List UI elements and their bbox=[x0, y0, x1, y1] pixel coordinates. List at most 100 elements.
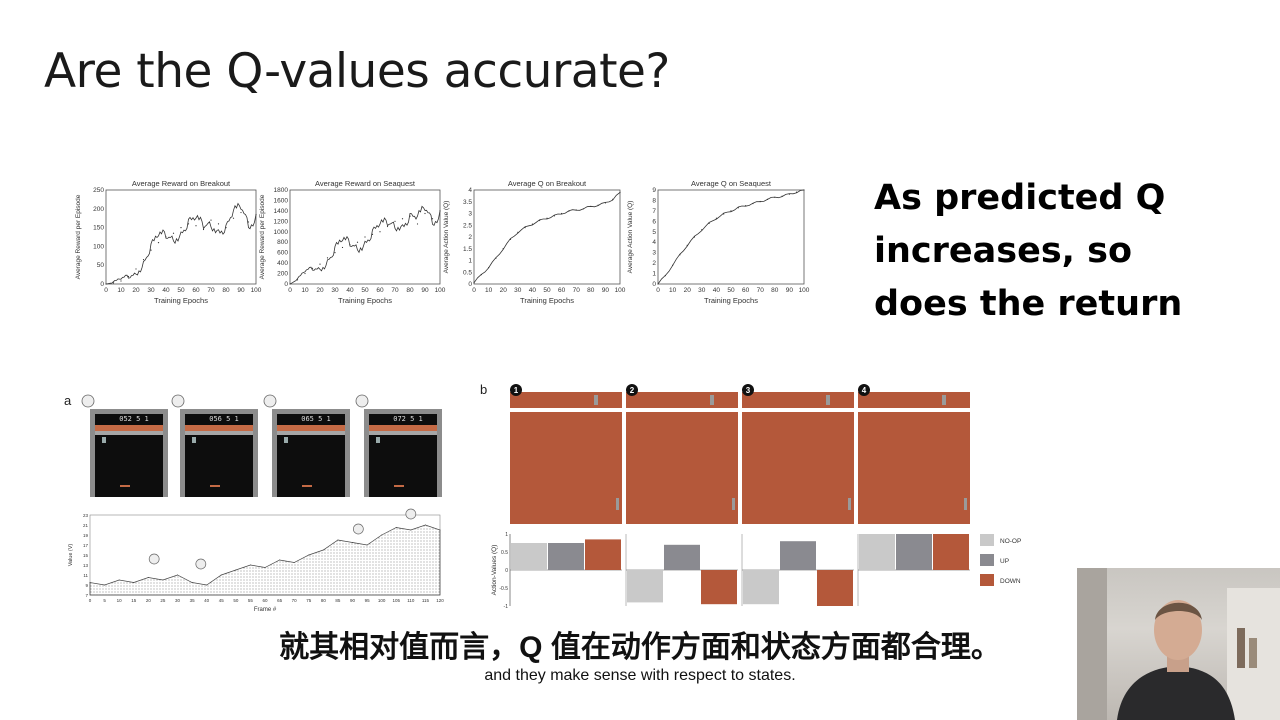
data-point bbox=[723, 213, 725, 215]
bar-no-op bbox=[743, 570, 779, 605]
frame-top bbox=[626, 392, 738, 408]
bar-up bbox=[780, 541, 816, 570]
data-point bbox=[165, 236, 167, 238]
data-point bbox=[386, 225, 389, 228]
y-tick-label: 250 bbox=[93, 187, 104, 194]
data-point bbox=[326, 257, 329, 259]
legend-swatch bbox=[980, 554, 994, 566]
bar-no-op bbox=[511, 543, 547, 570]
chart-value-per-frame: 0 5 10 15 20 25 30 35 40 45 50 55 60 65 70 75 80 85 90 95 10… bbox=[68, 508, 444, 613]
chart-title: Average Reward on Seaquest bbox=[315, 179, 416, 188]
paddle bbox=[616, 498, 619, 510]
x-tick-label: 35 bbox=[190, 598, 196, 603]
x-tick-label: 20 bbox=[132, 287, 140, 294]
data-point bbox=[187, 223, 190, 225]
x-tick-label: 100 bbox=[799, 287, 810, 294]
frame-top bbox=[858, 392, 970, 408]
data-point bbox=[781, 195, 783, 197]
x-tick-label: 80 bbox=[321, 598, 327, 603]
data-point bbox=[488, 266, 490, 269]
data-point bbox=[424, 524, 426, 526]
data-point bbox=[679, 254, 681, 256]
x-tick-label: 20 bbox=[146, 598, 152, 603]
y-tick-label: 1 bbox=[652, 271, 656, 278]
data-point bbox=[439, 529, 441, 531]
data-point bbox=[502, 248, 504, 250]
y-tick-label: 11 bbox=[83, 573, 88, 578]
frame-marker-icon bbox=[171, 394, 185, 408]
y-tick-label: 0 bbox=[505, 568, 508, 574]
frame-number: 3 bbox=[746, 386, 751, 395]
y-tick-label: 3 bbox=[652, 250, 656, 257]
x-tick-label: 70 bbox=[207, 287, 215, 294]
x-tick-label: 90 bbox=[421, 287, 429, 294]
x-tick-label: 50 bbox=[727, 287, 735, 294]
x-tick-label: 0 bbox=[656, 287, 660, 294]
data-point bbox=[296, 279, 299, 281]
frame-number: 1 bbox=[514, 386, 519, 395]
score-digit bbox=[942, 395, 946, 405]
paddle bbox=[732, 498, 735, 510]
score-digit bbox=[594, 395, 598, 405]
y-tick-label: 4 bbox=[652, 239, 656, 246]
data-point bbox=[604, 202, 606, 204]
y-axis-label: Average Action Value (Q) bbox=[627, 201, 634, 274]
y-tick-label: 9 bbox=[85, 583, 88, 588]
data-point bbox=[319, 263, 321, 265]
y-tick-label: 15 bbox=[83, 553, 89, 558]
paddle bbox=[302, 485, 312, 487]
brick-gap bbox=[284, 437, 288, 443]
data-point bbox=[112, 282, 115, 284]
data-point bbox=[473, 282, 475, 284]
legend-swatch bbox=[980, 534, 994, 546]
bar-up bbox=[664, 544, 700, 570]
x-tick-label: 70 bbox=[292, 598, 298, 603]
data-point bbox=[745, 205, 747, 207]
data-point bbox=[439, 210, 441, 212]
data-point bbox=[553, 215, 555, 217]
x-tick-label: 90 bbox=[350, 598, 356, 603]
score-text: 065 5 1 bbox=[301, 415, 331, 423]
data-point bbox=[364, 236, 366, 238]
x-tick-label: 0 bbox=[288, 287, 292, 294]
x-axis-label: Training Epochs bbox=[338, 296, 392, 305]
brick-row bbox=[185, 425, 253, 431]
chart-action-values: 1 0.5 0 -0.5 -1 Action-Values (Q) NO-OP UP DOWN bbox=[491, 532, 1021, 610]
data-point bbox=[509, 238, 512, 240]
x-tick-label: 10 bbox=[669, 287, 677, 294]
frame-screen bbox=[858, 412, 970, 524]
data-point bbox=[235, 569, 237, 571]
data-point bbox=[304, 272, 306, 275]
brick-row-2 bbox=[95, 431, 163, 435]
x-tick-label: 105 bbox=[392, 598, 400, 603]
y-tick-label: 400 bbox=[277, 260, 288, 267]
data-point bbox=[210, 219, 212, 221]
y-tick-label: 5 bbox=[652, 229, 656, 236]
x-tick-label: 100 bbox=[435, 287, 446, 294]
data-point bbox=[737, 207, 739, 209]
x-tick-label: 60 bbox=[192, 287, 200, 294]
x-tick-label: 30 bbox=[514, 287, 522, 294]
legend-swatch bbox=[980, 574, 994, 586]
x-tick-label: 0 bbox=[472, 287, 476, 294]
x-tick-label: 100 bbox=[378, 598, 386, 603]
brick-gap bbox=[376, 437, 380, 443]
brick-gap bbox=[192, 437, 196, 443]
data-point bbox=[162, 579, 164, 581]
data-point bbox=[311, 267, 314, 269]
presenter-webcam bbox=[1077, 568, 1280, 720]
panel-b-pong-action-values: b 1 2 3 4 1 0.5 0 -0.5 -1 Action-Values (Q) NO-OP… bbox=[476, 378, 1036, 610]
x-tick-label: 55 bbox=[248, 598, 254, 603]
breakout-frame-3: 065 5 1 bbox=[263, 394, 350, 497]
data-point bbox=[247, 221, 250, 223]
data-point bbox=[366, 544, 368, 546]
panel-a-label: a bbox=[64, 393, 72, 408]
y-tick-label: 2 bbox=[468, 234, 472, 241]
series-line bbox=[657, 189, 805, 285]
brick-row-2 bbox=[185, 431, 253, 435]
chart-reward-breakout: Average Reward on Breakout 0 10 20 30 40 50 60 7… bbox=[75, 179, 262, 305]
data-point bbox=[180, 227, 182, 229]
y-tick-label: 1.5 bbox=[463, 246, 472, 253]
x-tick-label: 40 bbox=[204, 598, 210, 603]
